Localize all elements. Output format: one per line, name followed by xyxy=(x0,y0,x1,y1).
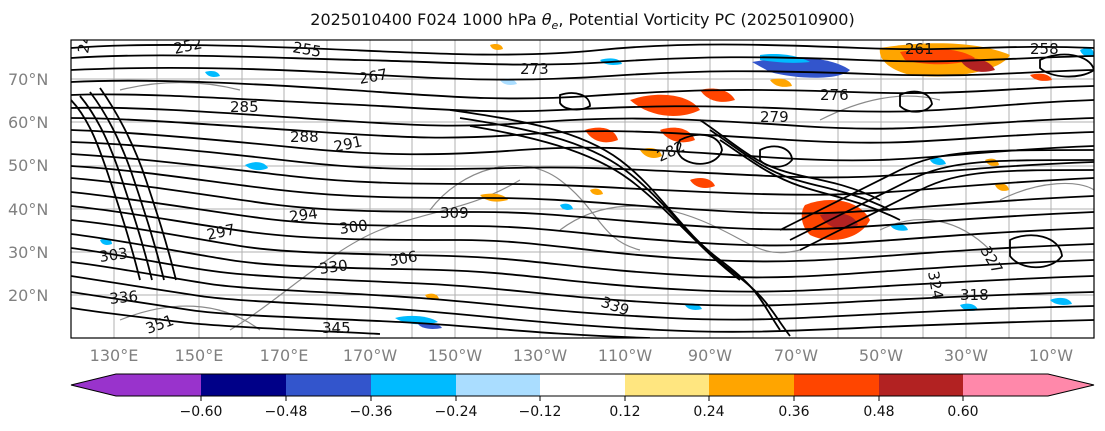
lon-label: 130°E xyxy=(90,346,139,365)
contour-label: 297 xyxy=(205,220,237,244)
colorbar-ticks xyxy=(200,396,964,401)
lat-label: 30°N xyxy=(8,243,48,262)
colorbar-tick-labels: −0.60 −0.48 −0.36 −0.24 −0.12 0.12 0.24 … xyxy=(180,404,979,420)
colorbar-segment xyxy=(963,374,1049,396)
colorbar-tick-label: −0.60 xyxy=(180,404,223,420)
contour-label: 276 xyxy=(820,86,849,104)
contour-label: 306 xyxy=(388,247,419,270)
colorbar-segment xyxy=(879,374,965,396)
colorbar-segment xyxy=(1048,374,1094,396)
theta-e-contours xyxy=(71,43,1094,338)
title-symbol: θ xyxy=(541,10,552,29)
contour-label: 291 xyxy=(332,132,364,156)
contour-label: 285 xyxy=(230,98,259,116)
contour-label: 300 xyxy=(338,216,369,238)
contour-label: 246 xyxy=(74,23,97,54)
lon-label: 70°W xyxy=(774,346,818,365)
longitude-labels: 130°E 150°E 170°E 170°W 150°W 130°W 110°… xyxy=(90,346,1074,365)
colorbar-tick-label: 0.60 xyxy=(947,404,978,420)
contour-label: 258 xyxy=(1030,40,1059,58)
colorbar-segment xyxy=(794,374,880,396)
lat-label: 50°N xyxy=(8,156,48,175)
colorbar-segment xyxy=(116,374,202,396)
lon-label: 130°W xyxy=(513,346,568,365)
title-rest: , Potential Vorticity PC (2025010900) xyxy=(558,10,855,29)
map-frame xyxy=(70,39,1095,339)
map-title: 2025010400 F024 1000 hPa θe, Potential V… xyxy=(0,10,1105,32)
colorbar-segment xyxy=(71,374,116,396)
colorbar-segment xyxy=(456,374,542,396)
contour-label: 288 xyxy=(290,128,319,146)
contour-label: 273 xyxy=(520,60,549,78)
colorbar-tick-label: 0.12 xyxy=(609,404,640,420)
contour-label: 303 xyxy=(98,244,129,266)
contour-labels: 246 252 255 258 261 267 273 276 279 282 … xyxy=(74,23,1059,338)
lat-label: 60°N xyxy=(8,113,48,132)
lon-label: 150°E xyxy=(175,346,224,365)
contour-label: 267 xyxy=(358,65,389,88)
lon-label: 10°W xyxy=(1029,346,1073,365)
contour-label: 330 xyxy=(318,256,349,278)
contour-label: 255 xyxy=(291,38,322,61)
contour-label: 294 xyxy=(288,204,319,226)
lat-label: 70°N xyxy=(8,70,48,89)
lat-label: 40°N xyxy=(8,200,48,219)
colorbar-segment xyxy=(286,374,372,396)
contour-label: 318 xyxy=(960,286,989,304)
colorbar-outline xyxy=(70,373,1095,397)
contour-label: 279 xyxy=(760,108,789,126)
colorbar-tick-label: 0.36 xyxy=(778,404,809,420)
lon-label: 150°W xyxy=(428,346,483,365)
lon-label: 170°E xyxy=(260,346,309,365)
lon-label: 170°W xyxy=(343,346,398,365)
colorbar-segment xyxy=(540,374,626,396)
lon-label: 110°W xyxy=(598,346,653,365)
colorbar-segment xyxy=(709,374,795,396)
colorbar xyxy=(70,373,1095,397)
latitude-labels: 70°N 60°N 50°N 40°N 30°N 20°N xyxy=(8,70,48,305)
pv-positive-features xyxy=(425,43,1052,300)
lat-label: 20°N xyxy=(8,286,48,305)
colorbar-tick-label: −0.12 xyxy=(519,404,562,420)
colorbar-segment xyxy=(371,374,457,396)
contour-label: 345 xyxy=(322,319,351,337)
colorbar-tick-label: −0.36 xyxy=(350,404,393,420)
colorbar-tick-label: 0.24 xyxy=(693,404,724,420)
contour-label: 252 xyxy=(172,34,204,58)
colorbar-tick-label: 0.48 xyxy=(863,404,894,420)
title-subscript: e xyxy=(551,19,559,33)
lon-label: 30°W xyxy=(944,346,988,365)
colorbar-segment xyxy=(625,374,711,396)
colorbar-tick-label: −0.24 xyxy=(435,404,478,420)
colorbar-tick-label: −0.48 xyxy=(265,404,308,420)
contour-label: 324 xyxy=(924,270,947,301)
contour-label: 261 xyxy=(905,40,934,58)
contour-label: 336 xyxy=(109,287,139,308)
title-main: 2025010400 F024 1000 hPa xyxy=(310,10,542,29)
map-panel: 246 252 255 258 261 267 273 276 279 282 … xyxy=(70,23,1095,339)
contour-label: 309 xyxy=(440,204,469,222)
lon-label: 90°W xyxy=(688,346,732,365)
colorbar-segment xyxy=(201,374,287,396)
lon-label: 50°W xyxy=(859,346,903,365)
